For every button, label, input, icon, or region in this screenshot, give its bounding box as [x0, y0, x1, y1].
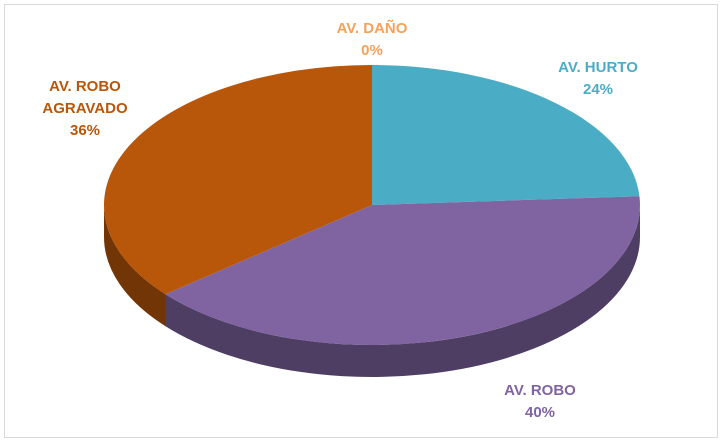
chart-border: [4, 4, 718, 438]
data-label: AV. ROBO 40%: [470, 380, 610, 424]
label-value: 36%: [69, 122, 101, 139]
label-name: AV. ROBO AGRAVADO: [42, 78, 128, 117]
label-value: 0%: [361, 42, 383, 59]
slice-side: [165, 205, 641, 377]
data-label: AV. ROBO AGRAVADO 36%: [25, 76, 145, 142]
slice-side: [104, 205, 166, 327]
label-name: AV. ROBO: [504, 382, 576, 399]
label-value: 24%: [582, 81, 614, 98]
data-label: AV. DAÑO 0%: [312, 18, 432, 62]
slice: [104, 65, 373, 295]
slice: [372, 65, 640, 205]
data-label: AV. HURTO 24%: [528, 57, 668, 101]
slice: [165, 196, 641, 345]
label-name: AV. DAÑO: [336, 20, 408, 37]
label-value: 40%: [524, 404, 556, 421]
label-name: AV. HURTO: [558, 59, 638, 76]
